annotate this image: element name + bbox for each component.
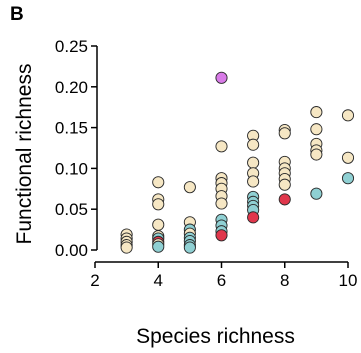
data-point xyxy=(184,182,195,193)
y-tick-label: 0.15 xyxy=(55,119,88,138)
y-ticks: 0.00 0.05 0.10 0.15 0.20 0.25 xyxy=(55,37,97,260)
data-point xyxy=(184,242,195,253)
data-point xyxy=(248,212,259,223)
data-point xyxy=(248,139,259,150)
points-layer xyxy=(121,72,354,253)
data-point xyxy=(153,219,164,230)
data-point xyxy=(279,128,290,139)
y-tick-label: 0.05 xyxy=(55,200,88,219)
x-tick-label: 2 xyxy=(90,271,99,290)
y-tick-label: 0.25 xyxy=(55,37,88,56)
x-ticks: 2 4 6 8 10 xyxy=(90,262,357,290)
data-point xyxy=(342,152,353,163)
x-axis-title: Species richness xyxy=(136,325,295,348)
data-point xyxy=(311,106,322,117)
data-point xyxy=(342,110,353,121)
y-tick-label: 0.10 xyxy=(55,159,88,178)
data-point xyxy=(311,188,322,199)
data-point xyxy=(342,173,353,184)
x-tick-label: 8 xyxy=(280,271,289,290)
data-point xyxy=(216,230,227,241)
x-tick-label: 4 xyxy=(154,271,163,290)
data-point xyxy=(153,177,164,188)
y-tick-label: 0.00 xyxy=(55,241,88,260)
data-point xyxy=(279,194,290,205)
data-point xyxy=(279,179,290,190)
data-point xyxy=(311,149,322,160)
data-point xyxy=(153,241,164,252)
data-point xyxy=(248,157,259,168)
data-point xyxy=(216,198,227,209)
x-tick-label: 10 xyxy=(339,271,358,290)
y-tick-label: 0.20 xyxy=(55,78,88,97)
y-axis-title: Functional richness xyxy=(13,64,36,245)
data-point xyxy=(216,72,227,83)
data-point xyxy=(121,242,132,253)
x-tick-label: 6 xyxy=(217,271,226,290)
data-point xyxy=(153,199,164,210)
data-point xyxy=(216,141,227,152)
data-point xyxy=(248,176,259,187)
data-point xyxy=(311,124,322,135)
